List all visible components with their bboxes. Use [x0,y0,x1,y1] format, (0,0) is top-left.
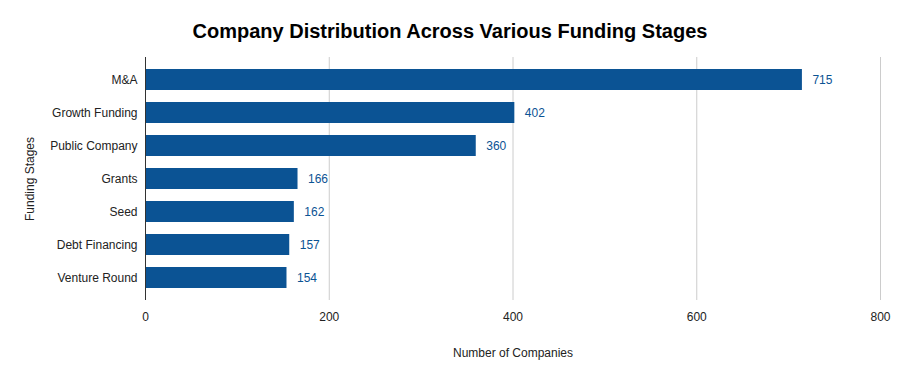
html-text:Company Distribution Across Va: Company Distribution Across Various Fund… [192,20,708,42]
svg-text:Number of Companies: Number of Companies [453,346,573,360]
svg-text:360: 360 [486,139,506,153]
svg-text:157: 157 [300,238,320,252]
svg-text:600: 600 [687,310,707,324]
svg-text:Venture Round: Venture Round [57,271,137,285]
svg-text:Debt Financing: Debt Financing [57,238,138,252]
svg-text:400: 400 [503,310,523,324]
svg-text:715: 715 [812,73,832,87]
svg-text:200: 200 [319,310,339,324]
svg-text:M&A: M&A [111,73,137,87]
svg-text:154: 154 [297,271,317,285]
svg-text:Seed: Seed [109,205,137,219]
svg-text:Grants: Grants [101,172,137,186]
svg-text:162: 162 [304,205,324,219]
svg-text:800: 800 [870,310,890,324]
svg-text:402: 402 [525,106,545,120]
svg-text:Funding Stages: Funding Stages [23,137,37,221]
svg-text:166: 166 [308,172,328,186]
svg-text:0: 0 [142,310,149,324]
svg-text:Growth Funding: Growth Funding [52,106,137,120]
svg-text:Public Company: Public Company [50,139,137,153]
